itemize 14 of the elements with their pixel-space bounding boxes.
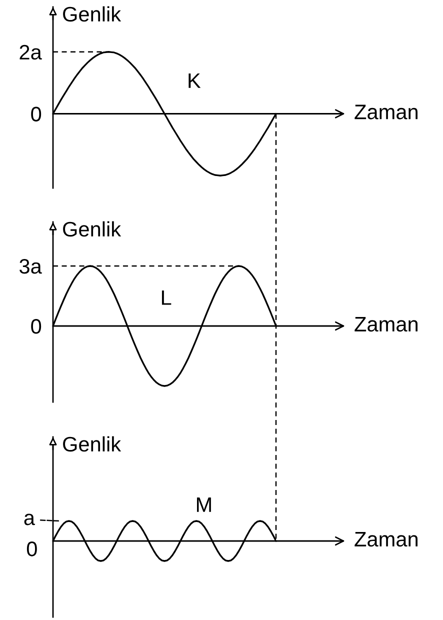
y-tick-label: 3a [20,259,42,274]
y-axis-title: Genlik [63,436,122,452]
series-label: L [162,290,172,305]
y-axis-title: Genlik [63,6,122,22]
text: a [24,514,35,526]
y-axis-title: Genlik [63,221,122,237]
x-axis-title: Zaman [354,532,418,547]
x-axis-title: Zaman [354,317,418,332]
series-label: K [188,74,201,88]
y-tick-label: 0 [31,319,42,334]
x-axis-title: Zaman [354,104,418,120]
y-tick-label: 0 [31,106,42,122]
series-label: M [197,498,211,512]
y-tick-label: 2a [20,44,42,60]
